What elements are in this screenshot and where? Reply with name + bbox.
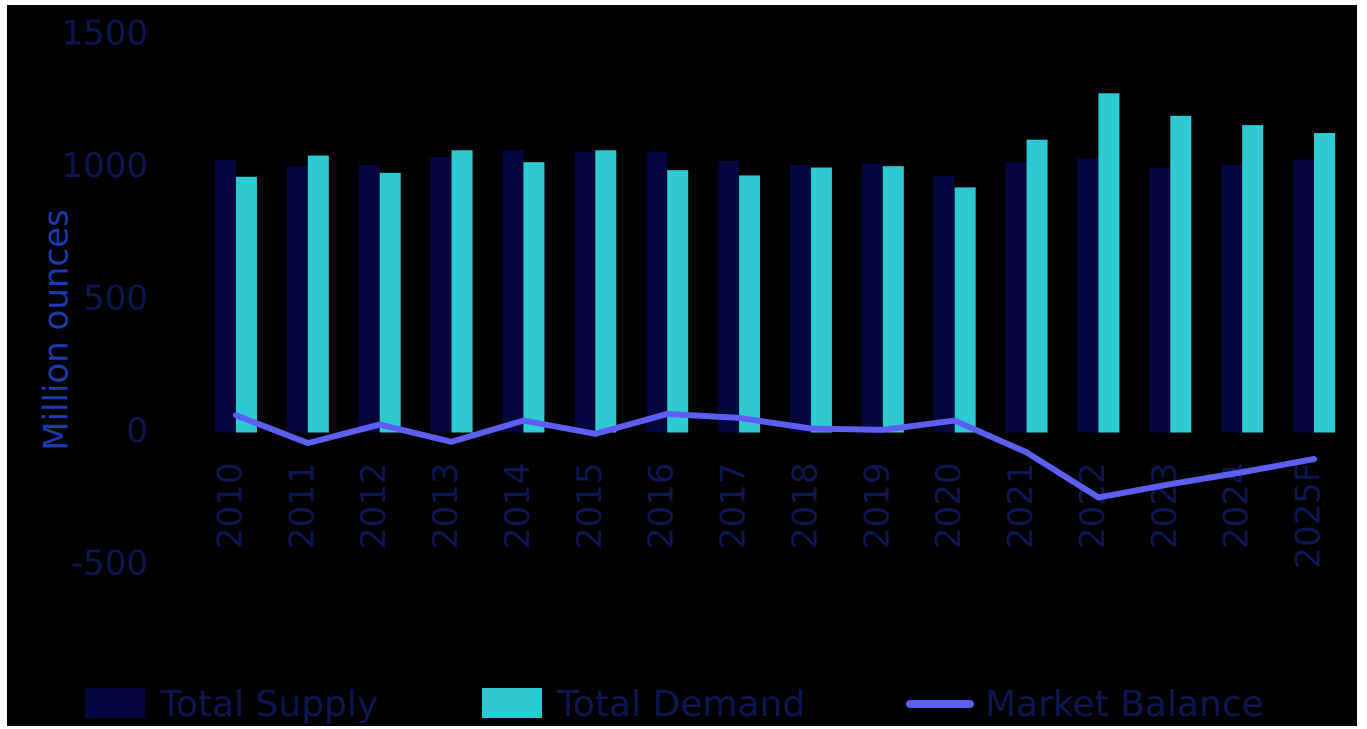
- x-tick-label: 2015: [570, 463, 610, 550]
- x-tick-label: 2025F: [1289, 463, 1329, 569]
- market-balance-point: [882, 429, 884, 431]
- x-axis-ticks: 2010 2011 2012 2013 2014 2015 2016 2017 2018 2019…: [210, 463, 1328, 569]
- bar-total-demand: [739, 175, 761, 433]
- market-balance-point: [594, 433, 596, 435]
- legend-swatch-total-demand: [482, 688, 542, 718]
- market-balance-point: [738, 417, 740, 419]
- legend-label-total-demand: Total Demand: [556, 684, 805, 725]
- x-tick-label: 2017: [714, 463, 754, 550]
- market-balance-point: [1026, 451, 1028, 453]
- x-tick-label: 2010: [210, 463, 250, 550]
- legend-label-total-supply: Total Supply: [159, 684, 378, 725]
- bar-total-demand: [882, 166, 904, 433]
- bar-total-supply: [286, 166, 308, 433]
- y-axis-label: Million ounces: [37, 209, 77, 451]
- y-axis-ticks: 1500 1000 500 0 -500: [61, 14, 148, 584]
- x-tick-label: 2012: [354, 463, 394, 550]
- x-tick-label: 2018: [785, 463, 825, 550]
- bar-total-supply: [933, 175, 955, 433]
- x-tick-label: 2013: [426, 463, 466, 550]
- bar-total-supply: [574, 151, 596, 433]
- market-balance-point: [307, 442, 309, 444]
- x-tick-label: 2020: [929, 463, 969, 550]
- legend: Total Supply Total Demand Market Balance: [85, 684, 1264, 725]
- bar-total-demand: [954, 187, 976, 433]
- bar-total-demand: [1314, 133, 1336, 433]
- bar-total-supply: [1005, 162, 1027, 433]
- y-tick-label: 1000: [61, 146, 148, 186]
- market-balance-point: [1313, 458, 1315, 460]
- y-tick-label: 0: [126, 411, 148, 451]
- bar-total-demand: [1242, 125, 1264, 433]
- bar-total-demand: [379, 172, 401, 433]
- market-balance-point: [810, 428, 812, 430]
- bar-total-supply: [1077, 158, 1099, 433]
- market-balance-point: [1169, 483, 1171, 485]
- bar-total-supply: [861, 163, 883, 433]
- market-balance-line: [232, 410, 1318, 501]
- bar-total-supply: [1293, 159, 1315, 433]
- bar-total-supply: [358, 164, 380, 433]
- bar-total-demand: [595, 150, 617, 433]
- legend-swatch-total-supply: [85, 688, 145, 718]
- bar-total-demand: [1026, 139, 1048, 433]
- x-tick-label: 2019: [857, 463, 897, 550]
- bar-total-supply: [1149, 167, 1171, 433]
- bar-total-supply: [214, 159, 236, 433]
- bar-total-demand: [523, 162, 545, 433]
- market-balance-point: [379, 424, 381, 426]
- bar-total-demand: [1098, 93, 1120, 433]
- market-balance-point: [666, 413, 668, 415]
- market-balance-point: [954, 420, 956, 422]
- x-tick-label: 2011: [282, 463, 322, 550]
- market-balance-point: [522, 420, 524, 422]
- x-tick-label: 2023: [1145, 463, 1185, 550]
- bar-total-demand: [235, 176, 257, 433]
- y-tick-label: 500: [83, 279, 148, 319]
- x-tick-label: 2014: [498, 463, 538, 550]
- market-balance-point: [451, 441, 453, 443]
- bar-total-supply: [1221, 164, 1243, 433]
- market-balance-line-group: [232, 410, 1318, 501]
- bar-total-supply: [646, 151, 668, 433]
- x-tick-label: 2022: [1073, 463, 1113, 550]
- x-tick-label: 2016: [642, 463, 682, 550]
- bar-total-demand: [810, 167, 832, 433]
- bar-total-demand: [1170, 115, 1192, 433]
- market-balance-point: [1241, 471, 1243, 473]
- bar-total-supply: [430, 156, 452, 433]
- market-balance-point: [235, 414, 237, 416]
- bar-total-demand: [451, 150, 473, 433]
- bar-total-supply: [718, 160, 740, 433]
- market-balance-point: [1097, 496, 1099, 498]
- y-tick-label: 1500: [61, 14, 148, 54]
- y-tick-label: -500: [71, 544, 148, 584]
- legend-label-market-balance: Market Balance: [985, 684, 1264, 725]
- x-tick-label: 2021: [1001, 463, 1041, 550]
- bars: [214, 93, 1336, 433]
- bar-total-supply: [789, 164, 811, 433]
- bar-total-supply: [502, 150, 524, 433]
- bar-total-demand: [667, 170, 689, 433]
- bar-total-demand: [307, 155, 329, 433]
